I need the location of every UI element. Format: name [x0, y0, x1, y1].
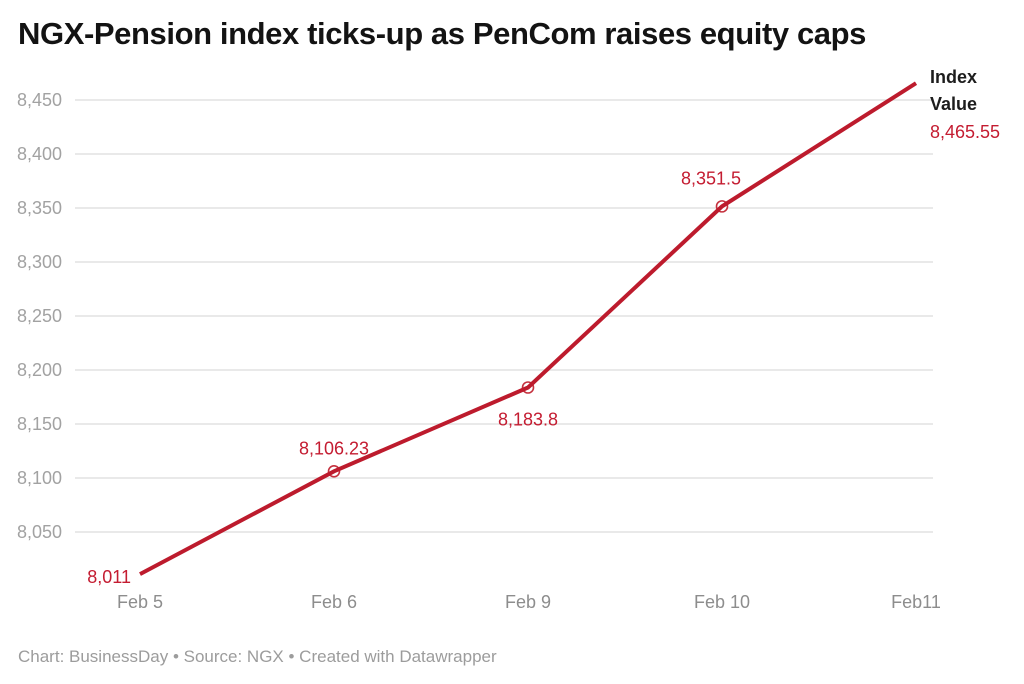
y-axis-tick-label: 8,350 — [17, 198, 62, 218]
y-axis-tick-label: 8,150 — [17, 414, 62, 434]
y-axis-tick-label: 8,400 — [17, 144, 62, 164]
legend-series-name-line2: Value — [930, 94, 978, 114]
y-axis-tick-label: 8,200 — [17, 360, 62, 380]
chart-title: NGX-Pension index ticks-up as PenCom rai… — [18, 16, 866, 51]
x-axis-tick-label: Feb 9 — [505, 592, 551, 612]
data-point-label: 8,183.8 — [498, 409, 558, 429]
chart-footer-credits: Chart: BusinessDay • Source: NGX • Creat… — [18, 647, 497, 666]
series-legend: Index Value 8,465.55 — [930, 64, 1000, 146]
x-axis-tick-label: Feb11 — [891, 592, 941, 612]
y-axis-tick-label: 8,450 — [17, 90, 62, 110]
x-axis-tick-label: Feb 5 — [117, 592, 163, 612]
x-axis-tick-label: Feb 10 — [694, 592, 750, 612]
data-point-label: 8,011 — [87, 567, 131, 587]
y-axis-tick-label: 8,250 — [17, 306, 62, 326]
data-point-label: 8,351.5 — [681, 168, 741, 188]
series-line — [139, 81, 918, 576]
y-axis-tick-label: 8,100 — [17, 468, 62, 488]
y-axis-tick-label: 8,300 — [17, 252, 62, 272]
legend-latest-value: 8,465.55 — [930, 122, 1001, 142]
legend-series-name-line1: Index — [930, 67, 978, 87]
x-axis-tick-label: Feb 6 — [311, 592, 357, 612]
data-point-label: 8,106.23 — [299, 438, 369, 458]
y-axis-tick-label: 8,050 — [17, 522, 62, 542]
